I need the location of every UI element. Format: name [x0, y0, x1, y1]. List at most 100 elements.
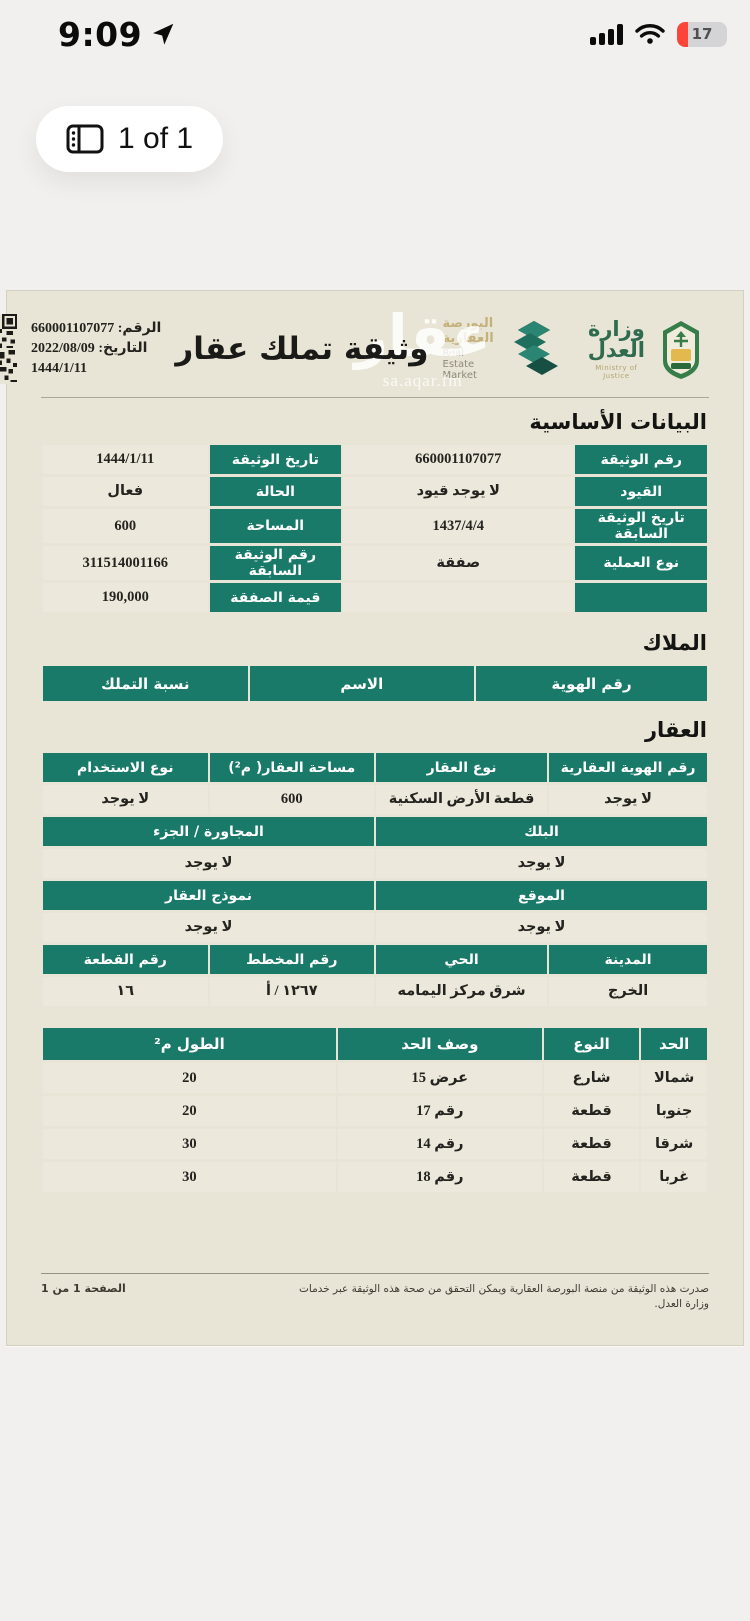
battery-icon: 17 [677, 21, 727, 47]
market-arabic-name: البورصة العقارية [442, 316, 494, 346]
column-header: المدينة [549, 945, 707, 974]
field-value: لا يوجد [376, 849, 707, 878]
field-value: 190,000 [43, 583, 208, 612]
moj-arabic-name: وزارة العدل [587, 316, 645, 362]
field-label-empty [575, 583, 707, 612]
field-value: 1444/1/11 [43, 445, 208, 474]
field-label: رقم الوثيقة السابقة [209, 546, 342, 580]
boundary-type: قطعة [543, 1096, 640, 1126]
column-header: الحد [641, 1028, 707, 1060]
cellular-signal-icon [590, 23, 623, 45]
boundary-desc: رقم 18 [337, 1162, 542, 1192]
section-title-property: العقار [644, 718, 707, 742]
ministry-of-justice-logo: وزارة العدل Ministry of Justice [587, 316, 645, 380]
document-number-block: الرقم: 660001107077 التاريخ: 2022/08/09 … [31, 319, 161, 380]
column-header: رقم الهوية العقارية [549, 753, 707, 782]
field-value: لا يوجد [43, 849, 375, 878]
field-value: لا يوجد [549, 785, 707, 814]
boundary-type: شارع [543, 1063, 640, 1093]
field-value: فعال [43, 477, 208, 506]
column-header: النوع [543, 1028, 640, 1060]
field-label: قيمة الصفقة [209, 583, 342, 612]
boundary-side: شمالا [641, 1063, 707, 1093]
column-header: مساحة العقار( م²) [209, 753, 375, 782]
table-row: غربا قطعة رقم 18 30 [43, 1162, 707, 1192]
column-header: نسبة التملك [43, 666, 248, 701]
wifi-icon [635, 23, 665, 45]
field-value: صفقة [343, 546, 574, 580]
table-row: جنوبا قطعة رقم 17 20 [43, 1096, 707, 1126]
field-label: الحالة [209, 477, 342, 506]
owners-table: رقم الهوية الاسم نسبة التملك [41, 663, 709, 704]
column-header: الحي [376, 945, 548, 974]
footer-note: صدرت هذه الوثيقة من منصة البورصة العقاري… [298, 1282, 709, 1311]
column-header: رقم القطعة [43, 945, 208, 974]
boundaries-table: الحد النوع وصف الحد الطول م² شمالا شارع … [41, 1025, 709, 1195]
battery-percent: 17 [691, 25, 713, 43]
boundary-side: جنوبا [641, 1096, 707, 1126]
column-header: رقم الهوية [476, 666, 707, 701]
column-header: الموقع [376, 881, 707, 910]
field-value: 600 [43, 509, 208, 543]
column-header: الطول م² [43, 1028, 336, 1060]
document-header: وزارة العدل Ministry of Justice البورصة … [0, 307, 709, 390]
field-value: ١٦ [43, 977, 208, 1006]
real-estate-market-logo: البورصة العقارية Real Estate Market [443, 317, 562, 381]
location-icon [150, 21, 176, 47]
footer-divider [41, 1272, 709, 1274]
field-label: القيود [575, 477, 707, 506]
section-title-basic-data: البيانات الأساسية [529, 410, 707, 434]
field-label: تاريخ الوثيقة السابقة [575, 509, 707, 543]
field-value: 660001107077 [343, 445, 574, 474]
status-bar: 9:09 17 [0, 0, 750, 62]
field-value: شرق مركز اليمامه [376, 977, 548, 1006]
field-label: المساحة [209, 509, 342, 543]
stacked-layers-icon [504, 319, 562, 379]
field-value: لا يوجد قيود [343, 477, 574, 506]
column-header: المجاورة / الجزء [43, 817, 375, 846]
boundary-desc: عرض 15 [337, 1063, 542, 1093]
column-header: الاسم [249, 666, 474, 701]
field-value: 1437/4/4 [343, 509, 574, 543]
document-date-gregorian: التاريخ: 2022/08/09 [31, 340, 148, 356]
clock: 9:09 [58, 14, 143, 54]
field-value: لا يوجد [43, 913, 375, 942]
column-header: البلك [376, 817, 707, 846]
boundary-type: قطعة [543, 1129, 640, 1159]
boundary-length: 20 [43, 1063, 336, 1093]
document-page: وزارة العدل Ministry of Justice البورصة … [0, 290, 744, 1346]
ministry-of-justice-emblem-icon [653, 317, 709, 381]
document-date-hijri: 1444/1/11 [31, 361, 88, 377]
field-value: 600 [209, 785, 375, 814]
table-row: شرقا قطعة رقم 14 30 [43, 1129, 707, 1159]
boundary-side: غربا [641, 1162, 707, 1192]
field-value: لا يوجد [376, 913, 707, 942]
boundary-length: 30 [43, 1162, 336, 1192]
document-number: الرقم: 660001107077 [31, 320, 162, 336]
column-header: رقم المخطط [209, 945, 375, 974]
field-value-empty [343, 583, 574, 612]
qr-code [0, 314, 18, 384]
thumbnails-icon [66, 124, 104, 154]
market-english-name: Real Estate Market [442, 347, 477, 381]
field-value: الخرج [549, 977, 707, 1006]
field-label: نوع العملية [575, 546, 707, 580]
field-value: قطعة الأرض السكنية [376, 785, 548, 814]
table-row: شمالا شارع عرض 15 20 [43, 1063, 707, 1093]
field-value: ١٢٦٧ / أ [209, 977, 375, 1006]
field-label: رقم الوثيقة [575, 445, 707, 474]
column-header: نموذج العقار [43, 881, 375, 910]
boundary-desc: رقم 17 [337, 1096, 542, 1126]
header-divider [41, 397, 709, 398]
boundary-length: 30 [43, 1129, 336, 1159]
column-header: نوع العقار [376, 753, 548, 782]
basic-data-table: رقم الوثيقة 660001107077 تاريخ الوثيقة 1… [41, 442, 709, 615]
page-indicator-pill[interactable]: 1 of 1 [36, 106, 224, 172]
moj-english-name: Ministry of Justice [595, 363, 638, 380]
document-footer: صدرت هذه الوثيقة من منصة البورصة العقاري… [41, 1272, 709, 1314]
field-value: لا يوجد [43, 785, 208, 814]
column-header: نوع الاستخدام [43, 753, 208, 782]
page-indicator-label: 1 of 1 [118, 122, 194, 155]
boundary-desc: رقم 14 [337, 1129, 542, 1159]
boundary-type: قطعة [543, 1162, 640, 1192]
